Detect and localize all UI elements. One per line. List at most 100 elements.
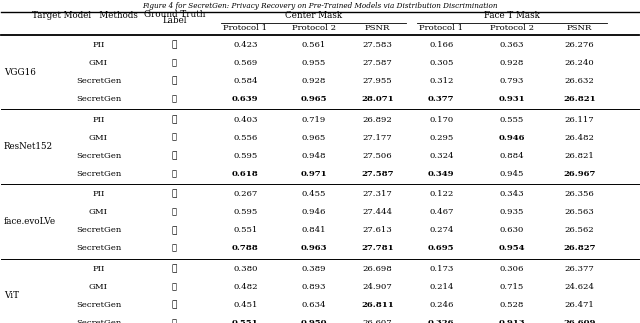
Text: 0.467: 0.467 [429, 208, 454, 216]
Text: 0.377: 0.377 [428, 95, 454, 103]
Text: 0.451: 0.451 [233, 301, 257, 309]
Text: 27.955: 27.955 [363, 77, 392, 85]
Text: 26.482: 26.482 [564, 134, 594, 142]
Text: 0.166: 0.166 [429, 41, 454, 49]
Text: 0.788: 0.788 [232, 245, 259, 253]
Text: 27.587: 27.587 [361, 170, 394, 178]
Text: 0.955: 0.955 [301, 59, 326, 67]
Text: 0.931: 0.931 [499, 95, 525, 103]
Text: 0.595: 0.595 [233, 208, 257, 216]
Text: 0.214: 0.214 [429, 283, 454, 291]
Text: SecretGen: SecretGen [76, 301, 121, 309]
Text: 0.971: 0.971 [300, 170, 327, 178]
Text: 0.246: 0.246 [429, 301, 454, 309]
Text: 0.551: 0.551 [233, 226, 257, 234]
Text: 0.946: 0.946 [301, 208, 326, 216]
Text: 0.695: 0.695 [428, 245, 454, 253]
Text: 0.455: 0.455 [301, 190, 326, 198]
Text: 26.967: 26.967 [563, 170, 595, 178]
Text: Ground Truth: Ground Truth [143, 10, 205, 19]
Text: 0.403: 0.403 [233, 116, 257, 124]
Text: 27.613: 27.613 [363, 226, 392, 234]
Text: 0.312: 0.312 [429, 77, 454, 85]
Text: 26.821: 26.821 [563, 95, 596, 103]
Text: 0.893: 0.893 [301, 283, 326, 291]
Text: SecretGen: SecretGen [76, 170, 121, 178]
Text: 0.945: 0.945 [499, 170, 524, 178]
Text: 27.506: 27.506 [363, 152, 392, 160]
Text: 26.892: 26.892 [363, 116, 392, 124]
Text: Center Mask: Center Mask [285, 11, 342, 20]
Text: ✗: ✗ [172, 41, 177, 49]
Text: ✗: ✗ [172, 190, 177, 199]
Text: ✓: ✓ [172, 134, 177, 142]
Text: PSNR: PSNR [365, 24, 390, 32]
Text: SecretGen: SecretGen [76, 319, 121, 323]
Text: 0.630: 0.630 [499, 226, 524, 234]
Text: Protocol 1: Protocol 1 [223, 24, 268, 32]
Text: 26.562: 26.562 [564, 226, 594, 234]
Text: 26.563: 26.563 [564, 208, 594, 216]
Text: 27.177: 27.177 [363, 134, 392, 142]
Text: 0.363: 0.363 [499, 41, 524, 49]
Text: 26.632: 26.632 [564, 77, 594, 85]
Text: PII: PII [92, 265, 104, 273]
Text: 27.781: 27.781 [361, 245, 394, 253]
Text: 27.587: 27.587 [363, 59, 392, 67]
Text: ResNet152: ResNet152 [4, 142, 53, 151]
Text: VGG16: VGG16 [4, 68, 36, 77]
Text: 0.913: 0.913 [499, 319, 525, 323]
Text: 0.963: 0.963 [300, 245, 327, 253]
Text: 0.305: 0.305 [429, 59, 454, 67]
Text: Protocol 2: Protocol 2 [292, 24, 335, 32]
Text: 24.907: 24.907 [363, 283, 392, 291]
Text: SecretGen: SecretGen [76, 226, 121, 234]
Text: 0.561: 0.561 [301, 41, 326, 49]
Text: GMI: GMI [89, 134, 108, 142]
Text: 26.117: 26.117 [564, 116, 594, 124]
Text: 0.343: 0.343 [499, 190, 524, 198]
Text: PSNR: PSNR [566, 24, 592, 32]
Text: 26.276: 26.276 [564, 41, 594, 49]
Text: 0.946: 0.946 [499, 134, 525, 142]
Text: 28.071: 28.071 [361, 95, 394, 103]
Text: ✗: ✗ [172, 77, 177, 86]
Text: 0.928: 0.928 [301, 77, 326, 85]
Text: ✗: ✗ [172, 264, 177, 273]
Text: 0.380: 0.380 [233, 265, 257, 273]
Text: 0.555: 0.555 [499, 116, 524, 124]
Text: 0.928: 0.928 [499, 59, 524, 67]
Text: ✓: ✓ [172, 95, 177, 103]
Text: 0.884: 0.884 [499, 152, 524, 160]
Text: ✗: ✗ [172, 115, 177, 124]
Text: Protocol 1: Protocol 1 [419, 24, 463, 32]
Text: ✓: ✓ [172, 319, 177, 323]
Text: 27.444: 27.444 [362, 208, 392, 216]
Text: PII: PII [92, 116, 104, 124]
Text: ViT: ViT [4, 291, 19, 300]
Text: 0.965: 0.965 [300, 95, 327, 103]
Text: 26.377: 26.377 [564, 265, 594, 273]
Text: 0.389: 0.389 [301, 265, 326, 273]
Text: 0.170: 0.170 [429, 116, 454, 124]
Text: face.evoLVe: face.evoLVe [4, 217, 56, 226]
Text: 0.950: 0.950 [300, 319, 327, 323]
Text: 0.793: 0.793 [499, 77, 524, 85]
Text: ✗: ✗ [172, 151, 177, 160]
Text: 26.471: 26.471 [564, 301, 594, 309]
Text: 0.719: 0.719 [301, 116, 326, 124]
Text: 0.295: 0.295 [429, 134, 454, 142]
Text: ✓: ✓ [172, 283, 177, 291]
Text: 0.326: 0.326 [428, 319, 454, 323]
Text: Face T Mask: Face T Mask [484, 11, 540, 20]
Text: 26.240: 26.240 [564, 59, 594, 67]
Text: 0.639: 0.639 [232, 95, 259, 103]
Text: 0.423: 0.423 [233, 41, 257, 49]
Text: 24.624: 24.624 [564, 283, 594, 291]
Text: GMI: GMI [89, 283, 108, 291]
Text: 0.556: 0.556 [233, 134, 257, 142]
Text: 0.948: 0.948 [301, 152, 326, 160]
Text: 26.607: 26.607 [363, 319, 392, 323]
Text: ✗: ✗ [172, 226, 177, 235]
Text: 0.715: 0.715 [499, 283, 524, 291]
